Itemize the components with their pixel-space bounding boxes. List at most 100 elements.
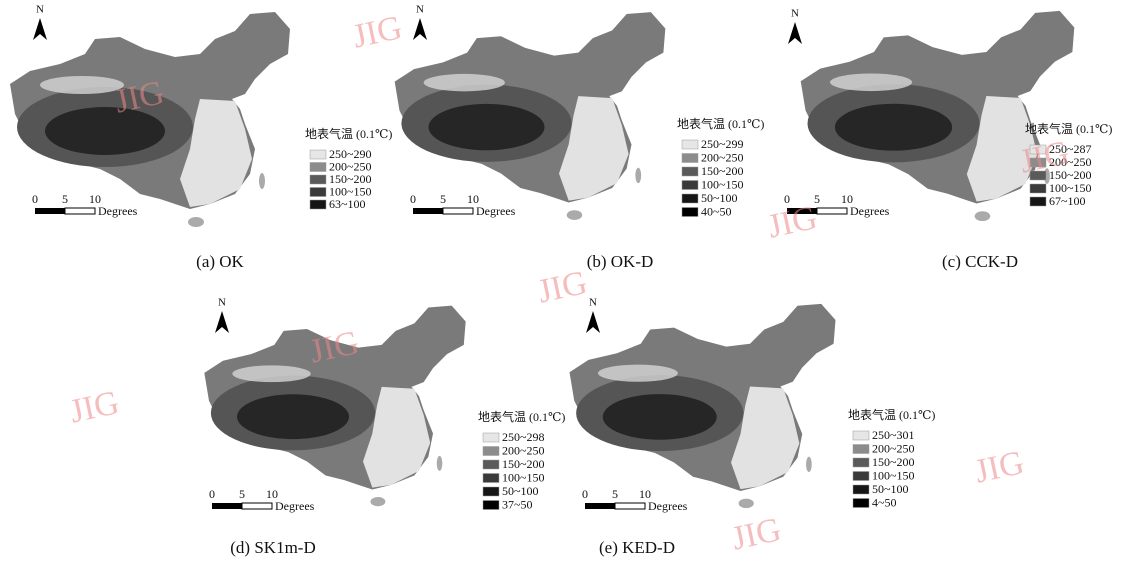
legend-swatch: [310, 200, 326, 209]
scale-bar-dark: [35, 208, 65, 214]
watermark: JIG: [535, 264, 591, 310]
scale-bar-dark: [212, 503, 242, 509]
legend-item: 250~299: [701, 137, 744, 151]
north-arrow: [413, 18, 427, 40]
legend-item: 200~250: [872, 441, 915, 455]
north-arrow: [788, 22, 802, 44]
legend-item: 150~200: [701, 164, 744, 178]
legend-item: 63~100: [329, 197, 366, 211]
legend-swatch: [682, 208, 698, 217]
legend-swatch: [682, 140, 698, 149]
legend-item: 50~100: [701, 191, 738, 205]
scale-label: 5: [814, 192, 820, 206]
scale-label: 5: [239, 487, 245, 501]
figure: N地表气温 (0.1℃)250~290200~250150~200100~150…: [0, 0, 1134, 564]
north-arrow: [33, 18, 47, 40]
legend-item: 37~50: [502, 497, 533, 511]
north-arrow: [586, 311, 600, 333]
legend-swatch: [310, 175, 326, 184]
legend-item: 100~150: [872, 468, 915, 482]
legend-swatch: [682, 154, 698, 163]
legend-swatch: [853, 458, 869, 467]
legend-swatch: [853, 431, 869, 440]
scale-bar-light: [443, 208, 473, 214]
legend-item: 200~250: [502, 443, 545, 457]
legend-swatch: [1030, 197, 1046, 206]
legend-swatch: [483, 501, 499, 510]
legend-title: 地表气温 (0.1℃): [305, 126, 392, 141]
legend-item: 67~100: [1049, 194, 1086, 208]
legend-item: 150~200: [502, 457, 545, 471]
legend-swatch: [310, 150, 326, 159]
legend-swatch: [682, 194, 698, 203]
legend-swatch: [853, 499, 869, 508]
scale-unit: Degrees: [850, 204, 890, 218]
legend-swatch: [853, 445, 869, 454]
scale-label: 5: [612, 487, 618, 501]
caption: (e) KED-D: [599, 538, 675, 557]
legend-swatch: [310, 163, 326, 172]
legend-swatch: [1030, 184, 1046, 193]
caption: (d) SK1m-D: [230, 538, 315, 557]
scale-bar-light: [242, 503, 272, 509]
legend-item: 200~250: [701, 150, 744, 164]
scale-label: 5: [440, 192, 446, 206]
north-label: N: [218, 297, 226, 309]
legend-item: 150~200: [872, 455, 915, 469]
north-label: N: [416, 4, 424, 16]
legend-item: 250~298: [502, 430, 545, 444]
watermark: JIG: [729, 511, 785, 557]
legend-item: 50~100: [872, 482, 909, 496]
legend-item: 4~50: [872, 495, 897, 509]
legend-item: 40~50: [701, 204, 732, 218]
north-label: N: [589, 297, 597, 309]
legend-title: 地表气温 (0.1℃): [677, 116, 764, 131]
legend-swatch: [483, 447, 499, 456]
caption: (c) CCK-D: [942, 252, 1018, 271]
scale-label: 0: [582, 487, 588, 501]
scale-bar-light: [65, 208, 95, 214]
scale-label: 0: [209, 487, 215, 501]
country-map: [10, 12, 290, 227]
legend-item: 100~150: [701, 177, 744, 191]
legend-title: 地表气温 (0.1℃): [848, 407, 935, 422]
north-arrow: [215, 311, 229, 333]
legend-title: 地表气温 (0.1℃): [478, 409, 565, 424]
scale-label: 5: [62, 192, 68, 206]
country-map: [395, 12, 666, 220]
legend-item: 50~100: [502, 484, 539, 498]
legend-swatch: [682, 167, 698, 176]
legend-swatch: [483, 474, 499, 483]
watermark: JIG: [972, 444, 1028, 490]
legend-swatch: [853, 472, 869, 481]
country-map: [570, 304, 836, 508]
watermark: JIG: [765, 199, 821, 245]
legend-swatch: [483, 460, 499, 469]
caption: (b) OK-D: [587, 252, 654, 271]
legend-swatch: [483, 487, 499, 496]
scale-bar-dark: [413, 208, 443, 214]
watermark: JIG: [67, 384, 123, 430]
scale-label: 0: [410, 192, 416, 206]
legend-swatch: [682, 181, 698, 190]
scale-unit: Degrees: [98, 204, 138, 218]
scale-bar-light: [817, 208, 847, 214]
legend-swatch: [483, 433, 499, 442]
scale-label: 0: [32, 192, 38, 206]
north-label: N: [791, 8, 799, 20]
scale-bar-light: [615, 503, 645, 509]
map-panel: N 地表气温 (0.1℃) 250~299200~250150~200100~150…: [395, 4, 765, 271]
legend-item: 250~301: [872, 428, 915, 442]
scale-unit: Degrees: [476, 204, 516, 218]
scale-unit: Degrees: [275, 499, 315, 513]
legend-item: 100~150: [1049, 181, 1092, 195]
watermark: JIG: [350, 9, 406, 55]
legend-title: 地表气温 (0.1℃): [1025, 121, 1112, 136]
caption: (a) OK: [196, 252, 244, 271]
north-label: N: [36, 4, 44, 16]
scale-unit: Degrees: [648, 499, 688, 513]
scale-bar-dark: [585, 503, 615, 509]
legend-swatch: [310, 188, 326, 197]
